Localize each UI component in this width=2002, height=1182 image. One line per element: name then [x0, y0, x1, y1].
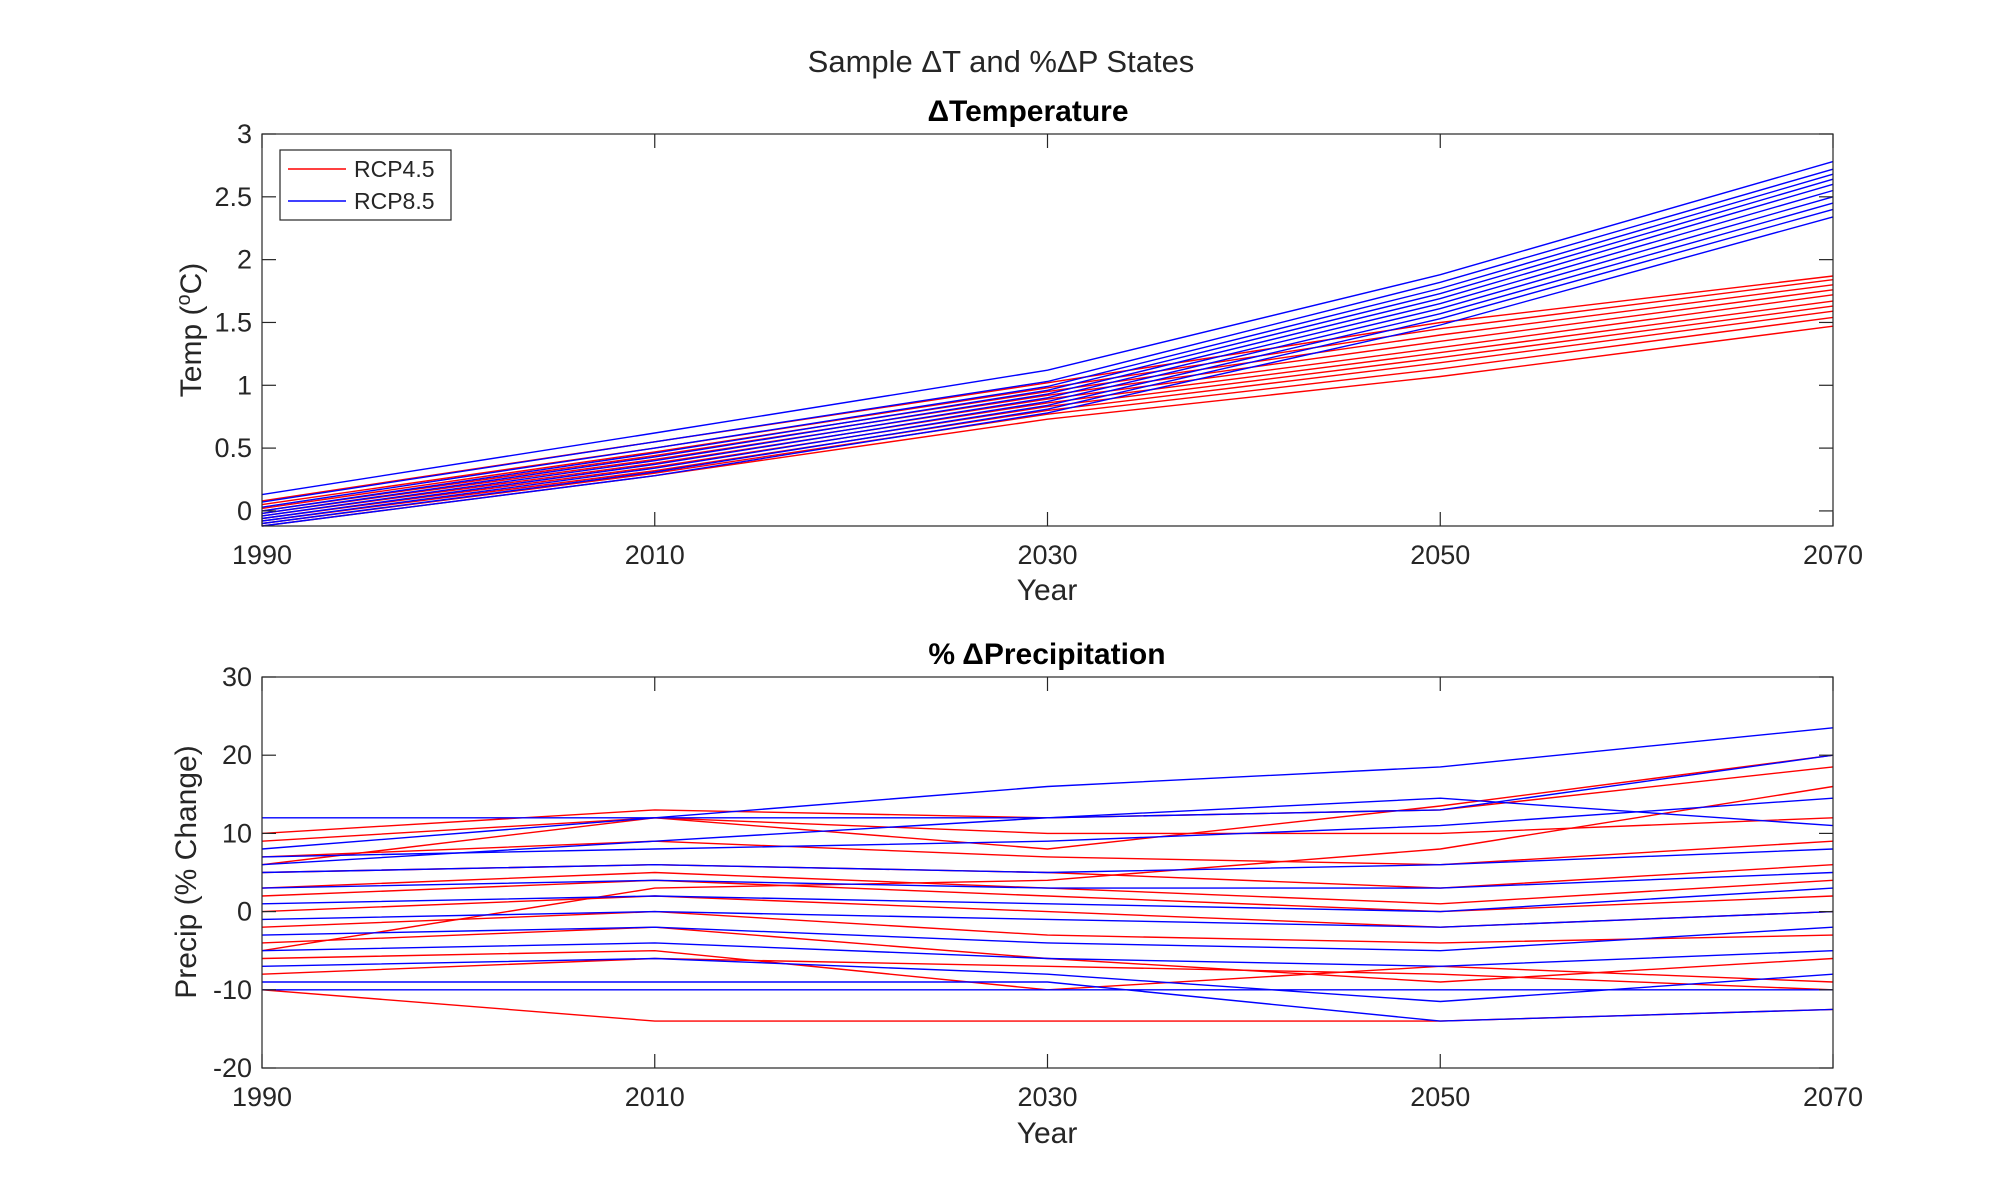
precipitation-series-line [261, 871, 1834, 889]
precipitation-xtick-label: 2010 [625, 1082, 685, 1112]
precipitation-series-lines [261, 727, 1834, 1022]
precipitation-series-line [261, 754, 1834, 866]
temperature-ticks: 1990 2010 2030 2050 2070 0 0.5 1 1.5 2 2.5 3 [214, 119, 1863, 570]
precipitation-series-line [261, 754, 1834, 866]
temperature-series-line [261, 160, 1834, 496]
temperature-series-line [261, 310, 1834, 522]
temperature-series-line [261, 316, 1834, 525]
temperature-series-line [261, 168, 1834, 503]
temperature-series-line [261, 183, 1834, 515]
legend-label-rcp45: RCP4.5 [354, 156, 435, 182]
precipitation-series-line [261, 797, 1834, 858]
precipitation-xtick-label: 2050 [1410, 1082, 1470, 1112]
precipitation-ytick-label: 10 [222, 818, 252, 848]
legend-label-rcp85: RCP8.5 [354, 188, 435, 214]
temperature-ytick-label: 3 [237, 119, 252, 149]
precipitation-xlabel: Year [1017, 1117, 1078, 1150]
temperature-series-line [261, 300, 1834, 517]
temperature-ytick-label: 2.5 [214, 182, 252, 212]
precipitation-series-line [261, 910, 1834, 928]
temperature-ytick-label: 0.5 [214, 433, 252, 463]
precipitation-series-line [261, 879, 1834, 913]
precipitation-ytick-label: 30 [222, 662, 252, 692]
temperature-xtick-label: 2010 [625, 540, 685, 570]
temperature-xtick-label: 2030 [1017, 540, 1077, 570]
temperature-xtick-label: 1990 [232, 540, 292, 570]
temperature-series-line [261, 289, 1834, 512]
temperature-series-line [261, 178, 1834, 512]
precipitation-ytick-label: 0 [237, 897, 252, 927]
precipitation-series-line [261, 949, 1834, 991]
temperature-ylabel-before: Temp ( [175, 306, 208, 398]
legend: RCP4.5 RCP8.5 [279, 149, 452, 221]
temperature-ytick-label: 1.5 [214, 307, 252, 337]
temperature-ylabel: Temp (oC) [173, 263, 208, 397]
temperature-series-line [261, 305, 1834, 520]
temperature-series-line [261, 196, 1834, 520]
temperature-series-line [261, 294, 1834, 515]
temperature-plot-frame [261, 133, 1834, 527]
temperature-ytick-label: 1 [237, 370, 252, 400]
precipitation-series-line [261, 817, 1834, 842]
precipitation-series-line [261, 926, 1834, 952]
temperature-ylabel-after: C) [175, 263, 208, 295]
temperature-xtick-label: 2070 [1803, 540, 1863, 570]
precipitation-ytick-label: 20 [222, 740, 252, 770]
precipitation-series-line [261, 785, 1834, 952]
precipitation-title: % ΔPrecipitation [928, 638, 1165, 671]
precipitation-series-line [261, 910, 1834, 944]
precipitation-series-line [261, 887, 1834, 913]
precipitation-ytick-label: -20 [213, 1053, 252, 1083]
precipitation-series-line [261, 957, 1834, 991]
temperature-series-line [261, 279, 1834, 506]
precipitation-series-line [261, 957, 1834, 1003]
precipitation-series-line [261, 942, 1834, 968]
temperature-title: ΔTemperature [927, 95, 1128, 128]
figure-suptitle: Sample ΔT and %ΔP States [808, 44, 1195, 79]
temperature-series-line [261, 173, 1834, 508]
precipitation-series-line [261, 840, 1834, 866]
temperature-axes: ΔTemperature 1990 2010 2030 2050 2070 0 0.5 1 1.… [173, 95, 1863, 607]
temperature-ytick-label: 0 [237, 496, 252, 526]
precipitation-series-line [262, 981, 1834, 1022]
temperature-series-line [261, 189, 1834, 517]
precipitation-series-line [261, 848, 1834, 874]
temperature-series-line [261, 208, 1834, 525]
temperature-xlabel: Year [1017, 574, 1078, 607]
precipitation-xtick-label: 1990 [232, 1082, 292, 1112]
temperature-series-line [261, 202, 1834, 522]
temperature-ytick-label: 2 [237, 245, 252, 275]
temperature-ylabel-sup: o [173, 294, 195, 305]
temperature-xtick-label: 2050 [1410, 540, 1470, 570]
temperature-series-line [261, 284, 1834, 510]
precipitation-ylabel: Precip (% Change) [170, 745, 203, 998]
temperature-series-line [261, 216, 1834, 527]
precipitation-axes: % ΔPrecipitation 1990 2010 2030 2050 2070-20… [170, 638, 1863, 1150]
precipitation-series-line [261, 895, 1834, 928]
precipitation-series-line [262, 727, 1834, 819]
legend-box [279, 149, 452, 221]
precipitation-ytick-label: -10 [213, 975, 252, 1005]
precipitation-xtick-label: 2030 [1017, 1082, 1077, 1112]
temperature-series-lines [261, 160, 1834, 527]
precipitation-xtick-label: 2070 [1803, 1082, 1863, 1112]
